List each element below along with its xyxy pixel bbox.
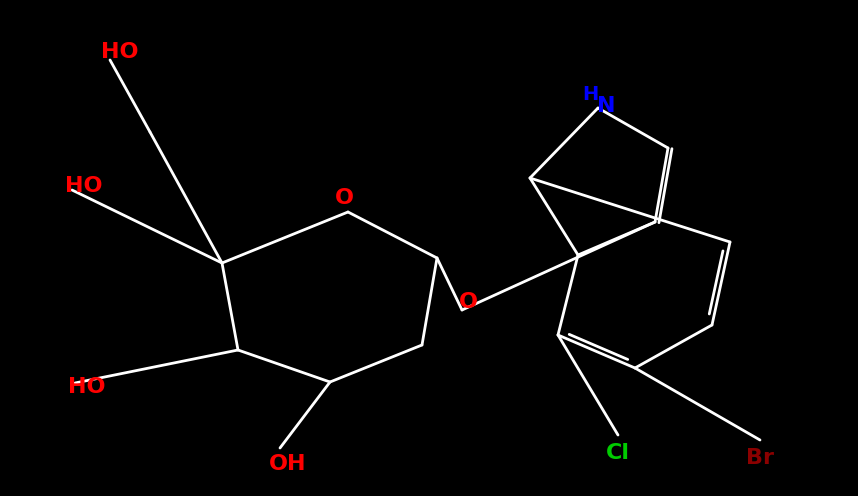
- Text: O: O: [458, 292, 478, 312]
- Text: HO: HO: [101, 42, 139, 62]
- Text: HO: HO: [69, 377, 106, 397]
- Text: N: N: [597, 96, 615, 116]
- Text: Br: Br: [746, 448, 774, 468]
- Text: OH: OH: [269, 454, 307, 474]
- Text: H: H: [582, 84, 598, 104]
- Text: O: O: [335, 188, 353, 208]
- Text: HO: HO: [65, 176, 103, 196]
- Text: Cl: Cl: [606, 443, 630, 463]
